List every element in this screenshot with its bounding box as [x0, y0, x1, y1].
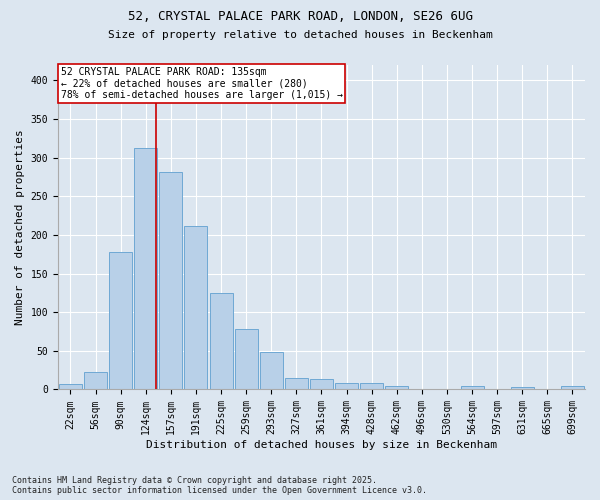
X-axis label: Distribution of detached houses by size in Beckenham: Distribution of detached houses by size … [146, 440, 497, 450]
Bar [335, 382, 358, 390]
Bar [184, 226, 208, 390]
Bar [461, 386, 484, 390]
Text: Size of property relative to detached houses in Beckenham: Size of property relative to detached ho… [107, 30, 493, 40]
Bar [410, 388, 433, 390]
Bar [59, 384, 82, 390]
Text: 52 CRYSTAL PALACE PARK ROAD: 135sqm
← 22% of detached houses are smaller (280)
7: 52 CRYSTAL PALACE PARK ROAD: 135sqm ← 22… [61, 66, 343, 100]
Bar [84, 372, 107, 390]
Bar [209, 293, 233, 390]
Bar [310, 378, 333, 390]
Bar [109, 252, 132, 390]
Bar [260, 352, 283, 390]
Text: Contains HM Land Registry data © Crown copyright and database right 2025.
Contai: Contains HM Land Registry data © Crown c… [12, 476, 427, 495]
Text: 52, CRYSTAL PALACE PARK ROAD, LONDON, SE26 6UG: 52, CRYSTAL PALACE PARK ROAD, LONDON, SE… [128, 10, 473, 23]
Bar [160, 172, 182, 390]
Bar [134, 148, 157, 390]
Bar [235, 329, 257, 390]
Bar [561, 386, 584, 390]
Y-axis label: Number of detached properties: Number of detached properties [15, 130, 25, 325]
Bar [385, 386, 408, 390]
Bar [285, 378, 308, 390]
Bar [511, 387, 534, 390]
Bar [360, 384, 383, 390]
